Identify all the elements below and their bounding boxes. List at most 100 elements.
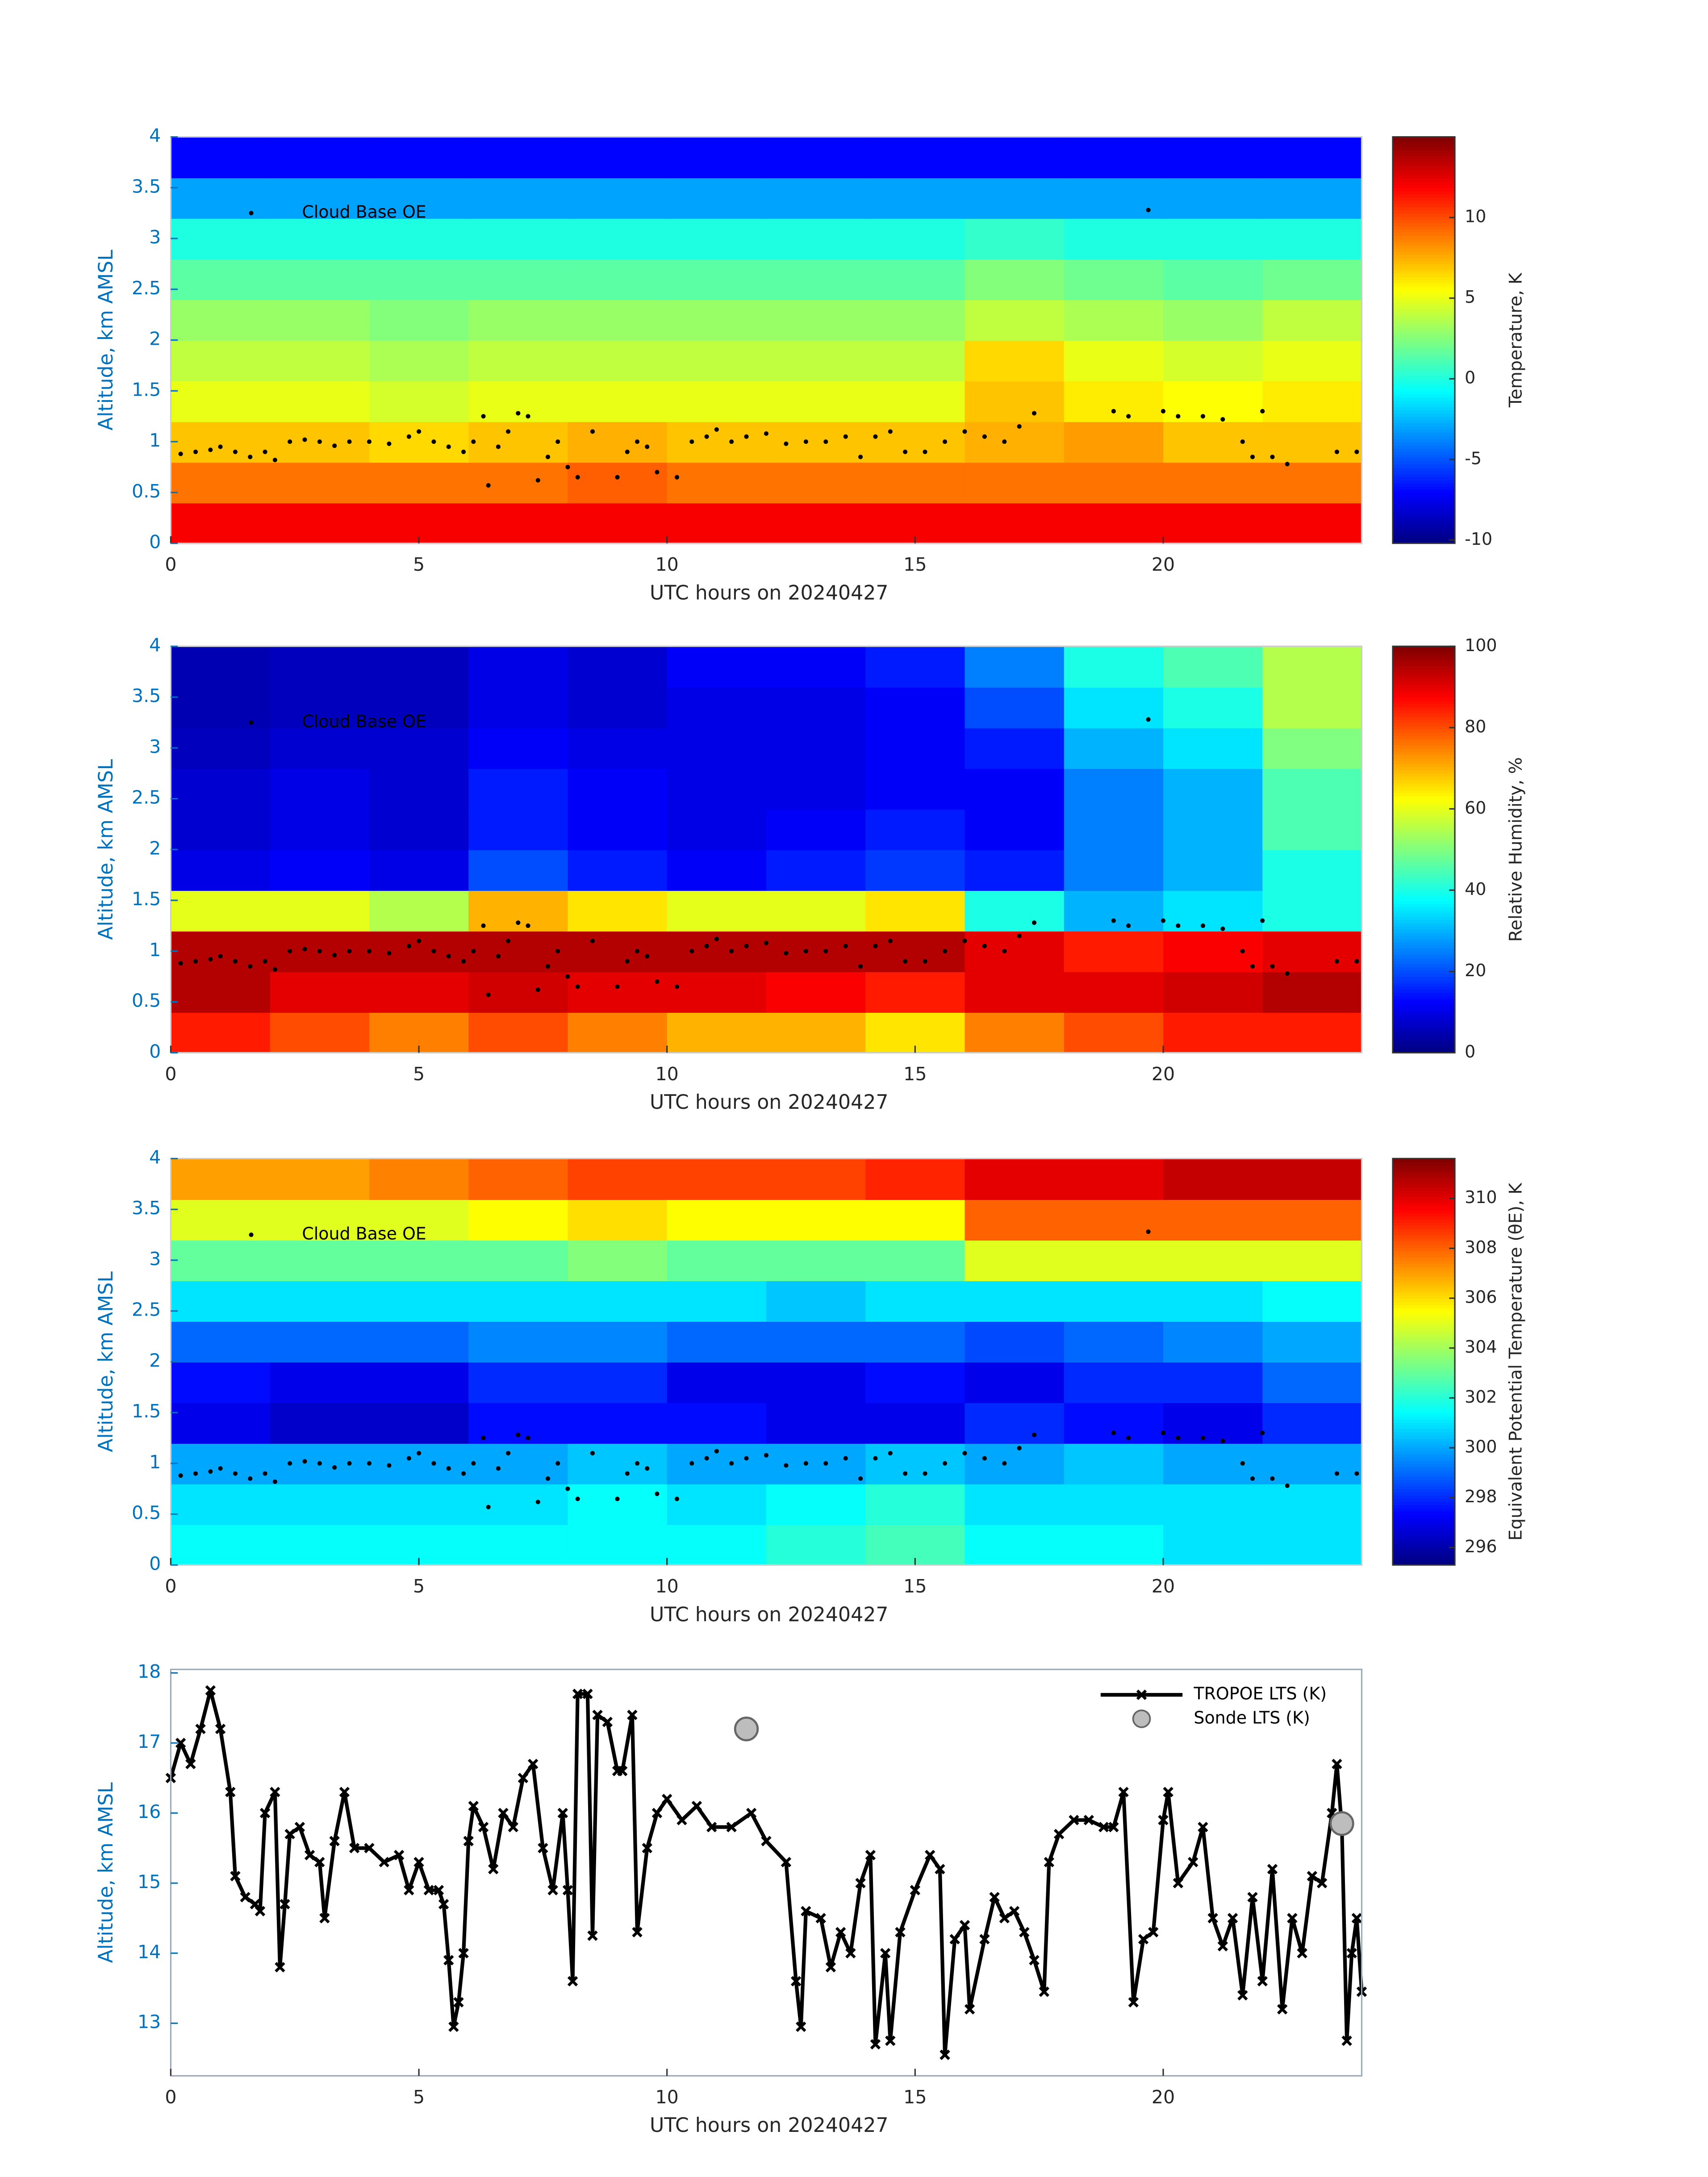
cloud-base-point	[288, 1461, 292, 1466]
heatmap-cell	[468, 1012, 569, 1053]
heatmap-cell	[468, 218, 569, 260]
colorbar-segment	[1393, 149, 1455, 154]
cloud-base-point	[416, 429, 422, 434]
heatmap-cell	[667, 1483, 767, 1525]
heatmap-cell	[568, 727, 668, 769]
y-tick-label: 1	[149, 939, 161, 961]
cloud-base-point	[704, 1456, 709, 1461]
cloud-base-point	[193, 959, 198, 964]
colorbar-segment	[1393, 416, 1455, 420]
marker	[478, 1822, 489, 1833]
colorbar-segment	[1393, 403, 1455, 408]
heatmap-cell	[1262, 421, 1363, 463]
colorbar-segment	[1393, 1209, 1455, 1213]
heatmap-cell	[369, 1321, 469, 1363]
colorbar-segment	[1393, 779, 1455, 784]
heatmap-cell	[171, 768, 271, 810]
cloud-base-point	[674, 475, 679, 480]
colorbar-segment	[1393, 1349, 1455, 1353]
y-tick-label: 1	[149, 430, 161, 451]
heatmap-cell	[1064, 462, 1164, 504]
colorbar-segment	[1393, 1355, 1455, 1359]
colorbar-segment	[1393, 438, 1455, 443]
colorbar-tick-label: 20	[1465, 961, 1486, 980]
colorbar-segment	[1393, 1450, 1455, 1454]
legend-label: Cloud Base OE	[302, 1224, 426, 1244]
cloud-base-point	[416, 939, 422, 944]
cloud-base-point	[575, 475, 580, 480]
cloud-base-point	[431, 1461, 436, 1466]
cloud-base-point	[1111, 1430, 1116, 1435]
colorbar-segment	[1393, 289, 1455, 293]
x-tick-label: 10	[656, 1063, 679, 1085]
colorbar-segment	[1393, 432, 1455, 436]
cloud-base-point	[332, 1465, 337, 1470]
colorbar-segment	[1393, 1533, 1455, 1537]
cloud-base-point	[1260, 1430, 1265, 1435]
colorbar-segment	[1393, 706, 1455, 710]
y-tick-label: 3	[149, 736, 161, 757]
cloud-base-point	[744, 434, 749, 439]
cloud-base-point	[982, 434, 987, 439]
colorbar-segment	[1393, 406, 1455, 411]
heatmap	[171, 646, 1363, 1053]
cloud-base-point	[1111, 409, 1116, 414]
heatmap-cell	[965, 340, 1065, 382]
colorbar-segment	[1393, 1178, 1455, 1182]
heatmap-cell	[1262, 1158, 1363, 1200]
cloud-base-point	[655, 1492, 660, 1496]
heatmap-cell	[568, 340, 668, 382]
cloud-base-point	[1270, 964, 1275, 969]
colorbar-segment	[1393, 1030, 1455, 1034]
legend-marker	[249, 720, 254, 725]
cloud-base-point	[645, 444, 650, 449]
heatmap-cell	[568, 1402, 668, 1444]
cloud-base-point	[729, 439, 734, 444]
colorbar-segment	[1393, 1024, 1455, 1028]
colorbar-segment	[1393, 919, 1455, 923]
heatmap-cell	[766, 340, 866, 382]
y-tick-label: 1	[149, 1451, 161, 1473]
x-axis-label: UTC hours on 20240427	[650, 2114, 888, 2137]
heatmap-cell	[766, 890, 866, 932]
cloud-base-point	[516, 411, 521, 416]
y-tick-label: 14	[138, 1941, 161, 1963]
heatmap-cell	[1064, 1402, 1164, 1444]
colorbar-segment	[1393, 206, 1455, 211]
colorbar-segment	[1393, 489, 1455, 493]
legend-label: Cloud Base OE	[302, 711, 426, 731]
colorbar-segment	[1393, 1508, 1455, 1512]
cloud-base-point	[1176, 1436, 1181, 1441]
heatmap-cell	[1064, 931, 1164, 972]
cloud-base-point	[764, 431, 769, 436]
colorbar-segment	[1393, 719, 1455, 723]
axes-box	[170, 645, 1363, 1053]
cloud-base-point	[1161, 918, 1166, 923]
cloud-base-point	[1031, 411, 1037, 416]
cloud-base-point	[1334, 959, 1339, 964]
heatmap-cell	[369, 809, 469, 850]
heatmap-cell	[568, 421, 668, 463]
marker	[582, 1688, 593, 1699]
colorbar-segment	[1393, 665, 1455, 669]
colorbar-segment	[1393, 229, 1455, 233]
colorbar-segment	[1393, 1524, 1455, 1528]
cloud-base-point	[1260, 918, 1265, 923]
legend-marker	[249, 211, 254, 216]
colorbar-segment	[1393, 903, 1455, 907]
heatmap-cell	[171, 218, 271, 260]
heatmap-cell	[865, 177, 966, 219]
colorbar-segment	[1393, 1184, 1455, 1188]
colorbar-label: Temperature, K	[1506, 272, 1526, 408]
colorbar-segment	[1393, 137, 1455, 141]
colorbar-segment	[1393, 735, 1455, 739]
marker	[1009, 1905, 1020, 1917]
heatmap-cell	[766, 727, 866, 769]
colorbar-segment	[1393, 1238, 1455, 1242]
x-tick-label: 5	[413, 1575, 425, 1597]
colorbar-segment	[1393, 1033, 1455, 1038]
heatmap-cell	[171, 931, 271, 972]
sonde-point	[734, 1717, 759, 1742]
heatmap-cell	[1163, 1443, 1263, 1485]
heatmap-cell	[865, 340, 966, 382]
